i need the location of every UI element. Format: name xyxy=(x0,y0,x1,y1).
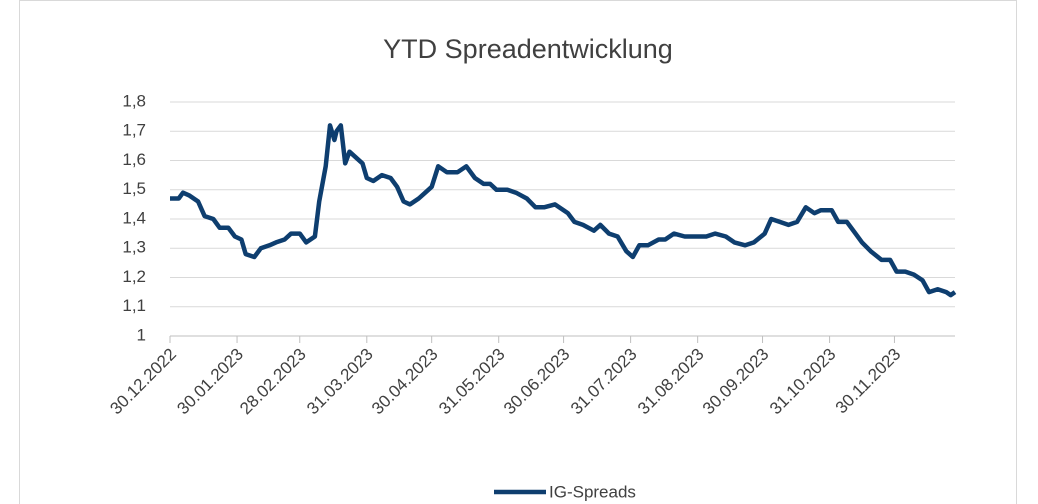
y-tick-label: 1,5 xyxy=(122,179,146,198)
y-tick-label: 1,2 xyxy=(122,267,146,286)
legend-label: IG-Spreads xyxy=(549,482,636,501)
y-tick-label: 1,7 xyxy=(122,121,146,140)
chart-frame xyxy=(19,0,1017,504)
data-line xyxy=(170,123,957,298)
y-tick-label: 1,3 xyxy=(122,238,146,257)
y-tick-label: 1,8 xyxy=(122,91,146,110)
y-tick-label: 1,1 xyxy=(122,296,146,315)
y-tick-label: 1,4 xyxy=(122,208,146,227)
y-tick-label: 1 xyxy=(137,325,146,344)
chart-title: YTD Spreadentwicklung xyxy=(383,34,673,64)
y-tick-label: 1,6 xyxy=(122,150,146,169)
